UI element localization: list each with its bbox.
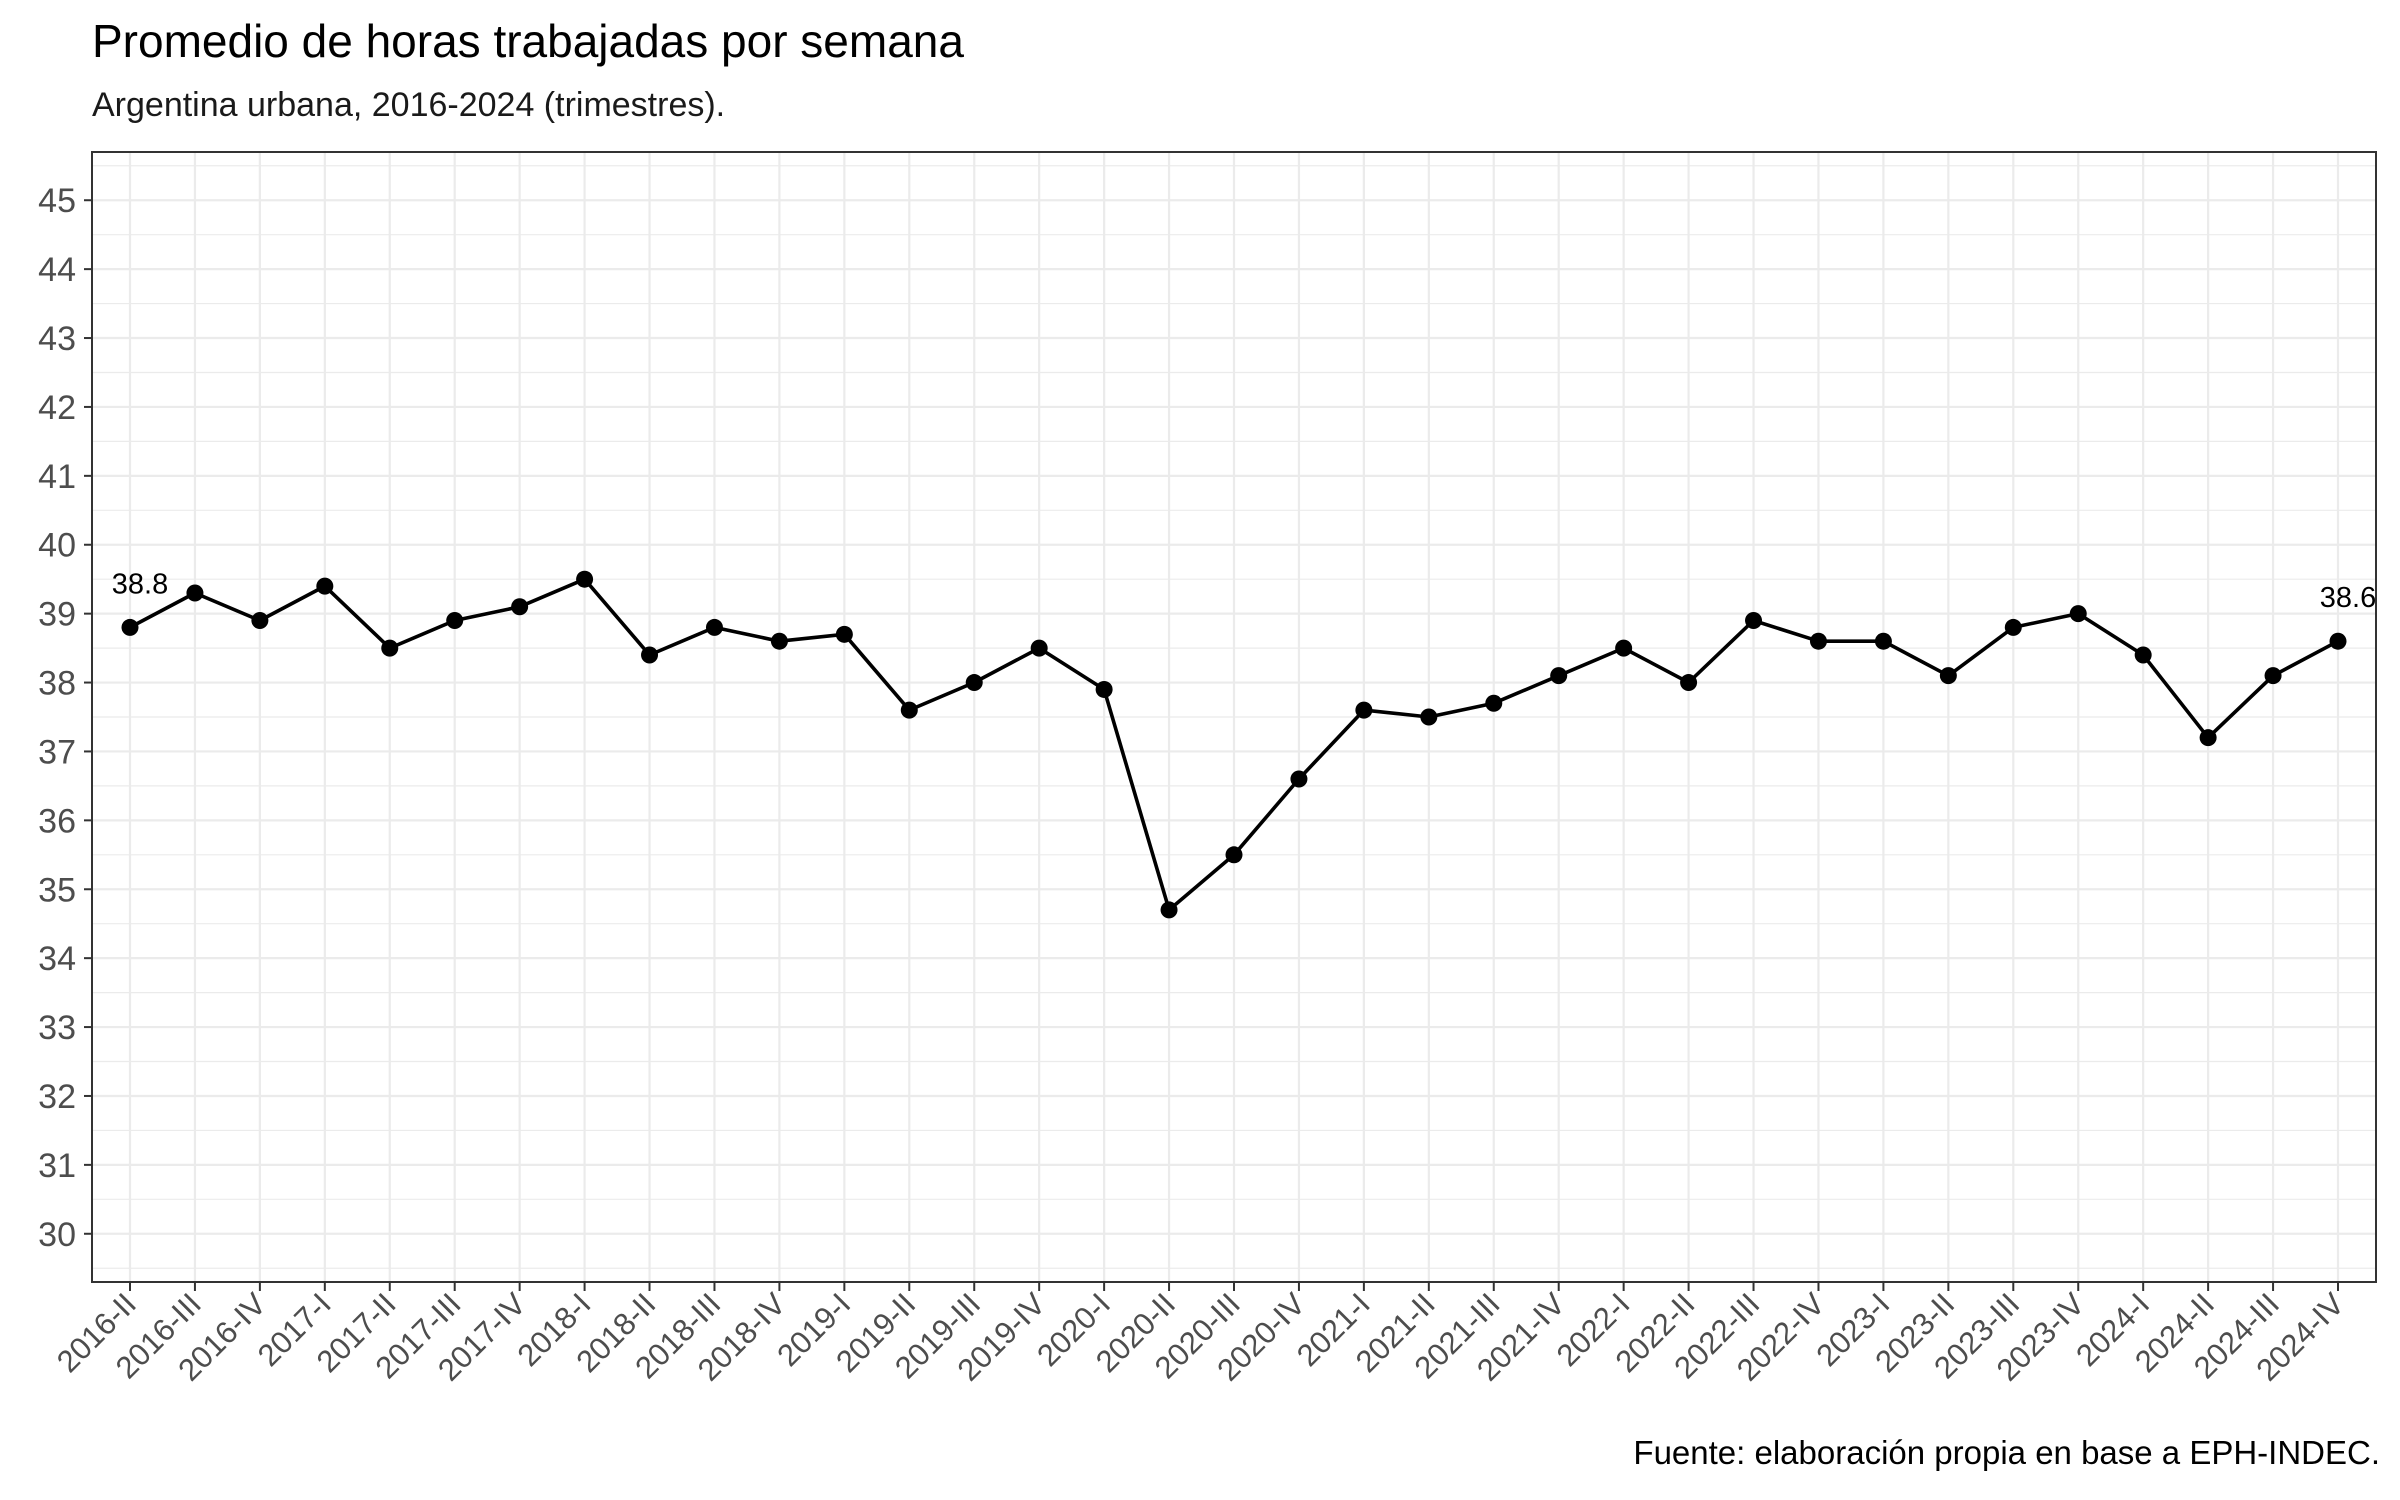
data-point <box>2004 618 2022 636</box>
data-point <box>1939 667 1957 685</box>
data-point <box>1615 639 1633 657</box>
data-point <box>835 625 853 643</box>
data-point <box>1030 639 1048 657</box>
data-point <box>121 618 139 636</box>
data-point <box>965 674 983 692</box>
data-point <box>1485 694 1503 712</box>
data-point <box>2199 729 2217 747</box>
chart-caption: Fuente: elaboración propia en base a EPH… <box>1633 1434 2380 1471</box>
data-point <box>1550 667 1568 685</box>
y-tick-label: 43 <box>38 320 76 358</box>
data-point <box>641 646 659 664</box>
data-point <box>186 584 204 602</box>
y-tick-label: 44 <box>38 251 76 289</box>
data-point <box>1290 770 1308 788</box>
data-point <box>576 570 594 588</box>
data-point <box>705 618 723 636</box>
y-axis: 30 31 32 33 34 35 36 37 38 39 40 41 42 43 44 45 <box>38 182 92 1254</box>
data-point <box>770 632 788 650</box>
y-tick-label: 35 <box>38 871 76 909</box>
y-tick-label: 45 <box>38 182 76 220</box>
data-points <box>121 570 2347 919</box>
data-label: 38.8 <box>112 568 168 600</box>
data-point <box>1745 612 1763 630</box>
grid-lines <box>92 152 2376 1282</box>
y-tick-label: 38 <box>38 665 76 703</box>
data-point <box>1225 846 1243 864</box>
data-point <box>381 639 399 657</box>
data-point <box>1095 680 1113 698</box>
x-axis: 2016-II2016-III2016-IV2017-I2017-II2017-… <box>50 1282 2351 1388</box>
y-tick-label: 33 <box>38 1009 76 1047</box>
data-point <box>316 577 334 595</box>
data-point <box>446 612 464 630</box>
data-point <box>900 701 918 719</box>
y-tick-label: 30 <box>38 1216 76 1254</box>
data-point <box>2134 646 2152 664</box>
y-tick-label: 36 <box>38 802 76 840</box>
data-point <box>1680 674 1698 692</box>
data-point <box>1355 701 1373 719</box>
data-point <box>2329 632 2347 650</box>
y-tick-label: 37 <box>38 733 76 771</box>
y-tick-label: 40 <box>38 527 76 565</box>
data-point <box>1874 632 1892 650</box>
data-point <box>2069 605 2087 623</box>
y-tick-label: 32 <box>38 1078 76 1116</box>
y-tick-label: 42 <box>38 389 76 427</box>
data-point <box>1420 708 1438 726</box>
data-point <box>1809 632 1827 650</box>
chart-subtitle: Argentina urbana, 2016-2024 (trimestres)… <box>92 86 726 124</box>
data-point <box>1160 901 1178 919</box>
y-tick-label: 31 <box>38 1147 76 1185</box>
y-tick-label: 34 <box>38 940 76 978</box>
y-tick-label: 41 <box>38 458 76 496</box>
chart-title: Promedio de horas trabajadas por semana <box>92 15 964 67</box>
y-tick-label: 39 <box>38 596 76 634</box>
data-point <box>511 598 529 616</box>
data-labels: 38.8 38.6 <box>112 568 2376 614</box>
data-point <box>2264 667 2282 685</box>
data-label: 38.6 <box>2320 582 2376 614</box>
data-point <box>251 612 269 630</box>
